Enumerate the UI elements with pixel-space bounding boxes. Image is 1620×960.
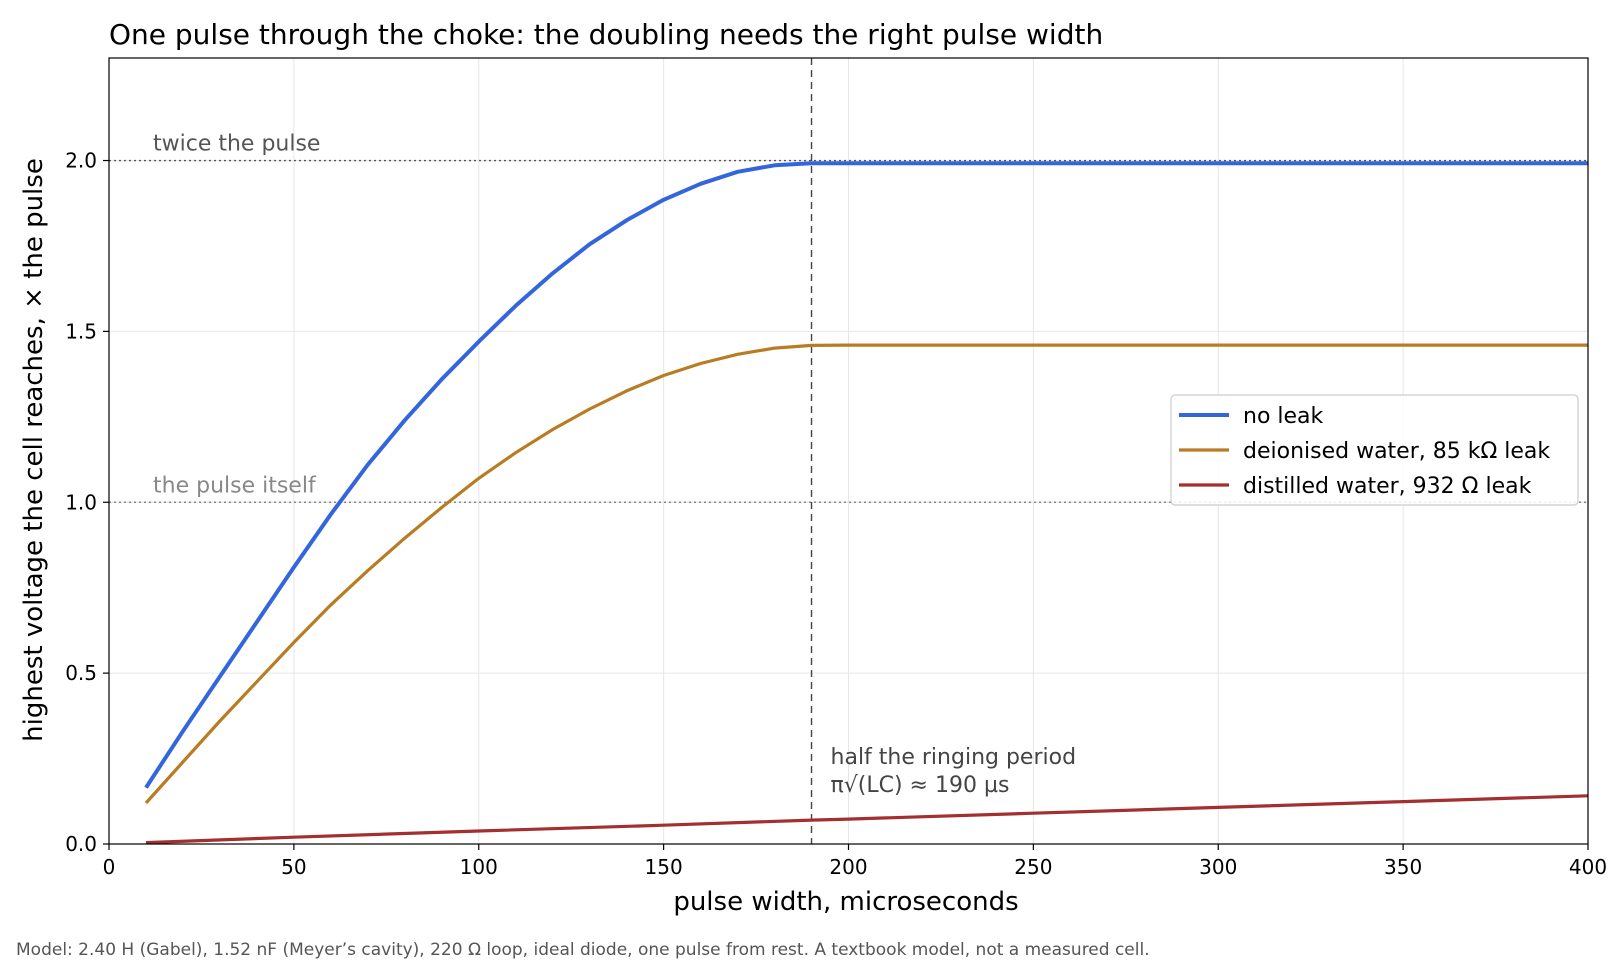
legend-label: distilled water, 932 Ω leak: [1243, 474, 1532, 499]
legend: no leak deionised water, 85 kΩ leak distil…: [1170, 394, 1579, 506]
x-tick-label: 0: [103, 855, 116, 879]
x-tick-label: 200: [829, 855, 867, 879]
legend-label: no leak: [1243, 404, 1324, 429]
legend-box: [1170, 394, 1579, 506]
reference-label: the pulse itself: [153, 473, 317, 498]
y-tick-label: 2.0: [65, 149, 97, 173]
footnote: Model: 2.40 H (Gabel), 1.52 nF (Meyer’s …: [16, 940, 1150, 960]
y-tick-label: 1.0: [65, 490, 97, 514]
x-tick-label: 300: [1199, 855, 1237, 879]
series-line-3: [145, 794, 1589, 845]
series-line-2: [144, 343, 1588, 805]
reference-labels: twice the pulse the pulse itself half the …: [153, 132, 1076, 798]
reference-lines: [109, 58, 1588, 844]
x-tick-label: 150: [645, 855, 683, 879]
x-tick-label: 100: [460, 855, 498, 879]
y-axis-label: highest voltage the cell reaches, × the …: [19, 158, 49, 742]
reference-annotation: π√(LC) ≈ 190 µs: [831, 773, 1010, 798]
series-line-1: [144, 161, 1588, 789]
x-tick-label: 350: [1384, 855, 1422, 879]
reference-label: twice the pulse: [153, 132, 320, 157]
chart-title: One pulse through the choke: the doublin…: [109, 18, 1103, 51]
x-tick-label: 50: [281, 855, 306, 879]
series-group: [144, 161, 1589, 845]
axes: 0 50 100 150 200 250 300 350 400 0.0 0.5 1.0 1.5 2.0: [65, 149, 1607, 879]
x-tick-label: 400: [1569, 855, 1607, 879]
legend-label: deionised water, 85 kΩ leak: [1243, 439, 1550, 464]
y-tick-label: 0.0: [65, 832, 97, 856]
y-tick-label: 1.5: [65, 319, 97, 343]
x-tick-label: 250: [1014, 855, 1052, 879]
reference-annotation: half the ringing period: [831, 745, 1077, 770]
x-axis-label: pulse width, microseconds: [673, 887, 1018, 917]
y-tick-label: 0.5: [65, 661, 97, 685]
